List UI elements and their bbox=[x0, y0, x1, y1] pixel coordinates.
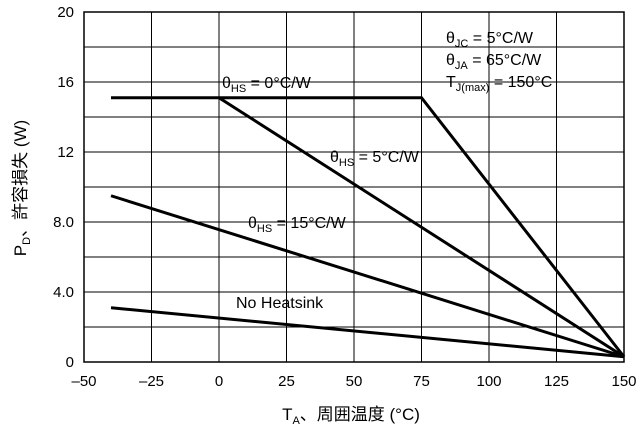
tick-labels: –50 –25 0 25 50 75 100 125 150 0 4.0 8.0 12 16 20 bbox=[53, 4, 636, 390]
annotation-theta-ja: θJA = 65°C/W bbox=[446, 52, 542, 72]
x-tick-label: –50 bbox=[71, 373, 96, 390]
y-tick-label: 8.0 bbox=[53, 214, 74, 231]
plot-frame bbox=[83, 11, 625, 363]
y-tick-label: 0 bbox=[66, 354, 74, 371]
y-tick-label: 4.0 bbox=[53, 284, 74, 301]
x-tick-label: 100 bbox=[476, 373, 501, 390]
annotation-theta-jc: θJC = 5°C/W bbox=[446, 30, 534, 50]
x-tick-label: 0 bbox=[215, 373, 223, 390]
y-axis-title: PD、許容損失 (W) bbox=[11, 120, 33, 256]
series-line-2 bbox=[110, 194, 625, 359]
x-tick-label: 25 bbox=[278, 373, 295, 390]
x-tick-label: –25 bbox=[139, 373, 164, 390]
x-axis-title: TA、周囲温度 (°C) bbox=[282, 405, 420, 427]
y-tick-label: 20 bbox=[57, 4, 74, 21]
y-tick-label: 16 bbox=[57, 74, 74, 91]
series-label-hs15: θHS = 15°C/W bbox=[248, 215, 347, 235]
grid bbox=[83, 11, 625, 363]
series-line-0 bbox=[111, 96, 626, 358]
series-label-no-heatsink: No Heatsink bbox=[236, 295, 324, 312]
series-line-3 bbox=[110, 306, 625, 359]
y-tick-label: 12 bbox=[57, 144, 74, 161]
x-tick-label: 125 bbox=[544, 373, 569, 390]
x-tick-label: 75 bbox=[413, 373, 430, 390]
x-tick-label: 50 bbox=[346, 373, 363, 390]
x-tick-label: 150 bbox=[611, 373, 636, 390]
annotation-tj-max: TJ(max) = 150°C bbox=[446, 74, 552, 94]
series-label-hs5: θHS = 5°C/W bbox=[330, 149, 420, 169]
series-lines bbox=[110, 96, 626, 359]
series-label-hs0: θHS = 0°C/W bbox=[222, 75, 312, 95]
series-line-1 bbox=[218, 96, 625, 359]
